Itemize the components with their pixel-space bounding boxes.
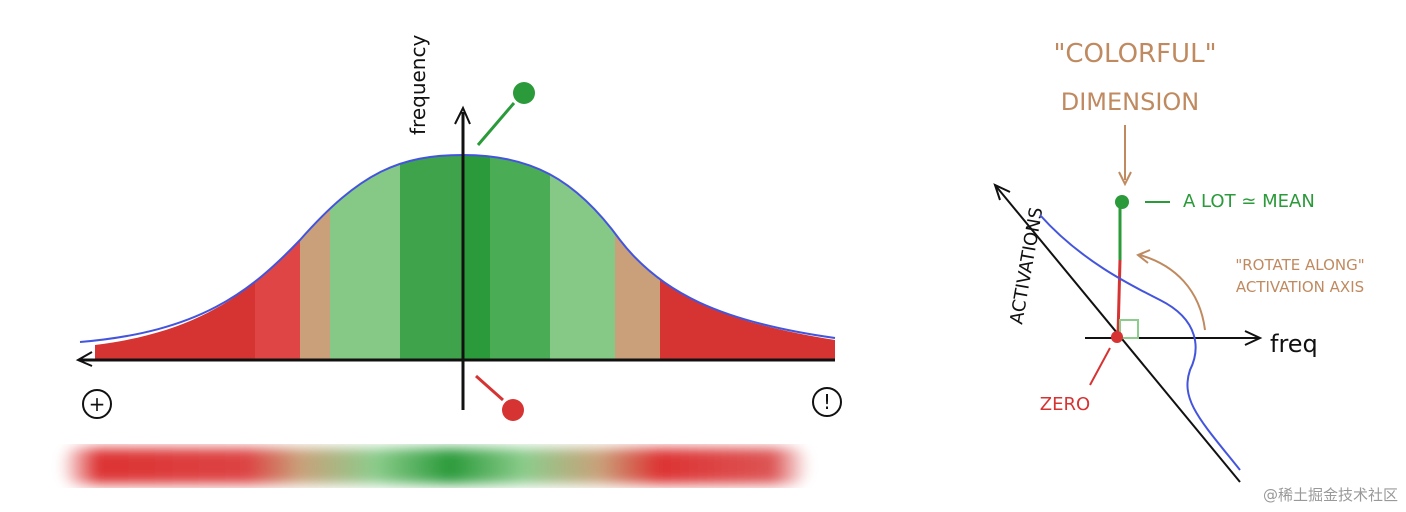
color-bar [60, 448, 810, 484]
dot [1111, 331, 1123, 343]
arrow [993, 183, 1011, 201]
left-symbol: + [89, 392, 106, 416]
pointer [475, 374, 504, 402]
dot [513, 82, 535, 104]
arrow [1118, 171, 1132, 187]
title: "COLORFUL" [1053, 39, 1216, 69]
bell-fill [95, 155, 835, 360]
arrow [1136, 249, 1151, 264]
watermark: @稀土掘金技术社区 [1263, 486, 1398, 504]
arrow [75, 351, 93, 367]
arrow [454, 105, 471, 125]
right-angle [1119, 319, 1139, 339]
distribution-curve [1039, 214, 1241, 471]
symbol-circle [812, 387, 842, 417]
rotate-note: ACTIVATION AXIS [1236, 278, 1364, 296]
dot [1115, 195, 1129, 209]
dimension-line [1116, 259, 1122, 336]
dot [502, 399, 524, 421]
zero-label: ZERO [1040, 394, 1090, 415]
right-symbol: ! [823, 390, 831, 414]
pointer [476, 102, 516, 146]
arrow [1244, 330, 1263, 346]
pointer [1089, 347, 1111, 386]
title: DIMENSION [1061, 88, 1200, 116]
symbol-circle [82, 389, 112, 419]
diagonal-axis-label: ACTIVATIONS [1006, 206, 1047, 326]
rotate-arrow [1139, 254, 1206, 331]
mean-note: A LOT ≃ MEAN [1183, 191, 1315, 212]
y-axis-label: frequency [406, 35, 430, 135]
horizontal-axis-label: freq [1270, 330, 1318, 358]
rotate-note: "ROTATE ALONG" [1235, 256, 1364, 274]
